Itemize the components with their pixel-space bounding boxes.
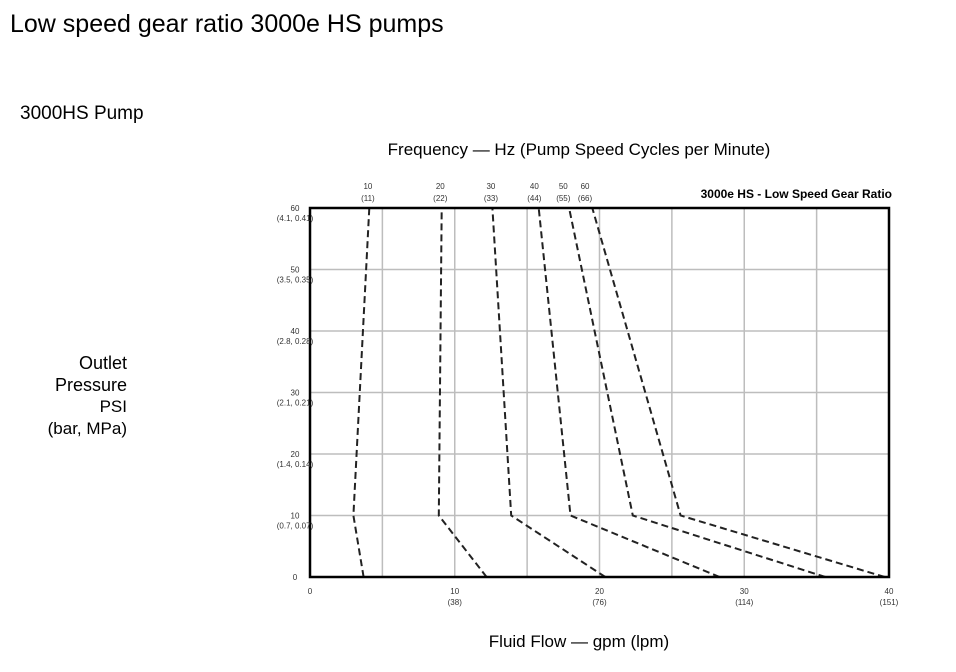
y-tick-label: 20 (291, 450, 300, 459)
y-tick-label: 30 (291, 389, 300, 398)
x-tick-label: 40 (885, 587, 894, 596)
frequency-label: 20 (436, 182, 445, 191)
y-tick-label: 40 (291, 327, 300, 336)
x-tick-sublabel: (76) (592, 598, 607, 607)
top-axis-title: Frequency — Hz (Pump Speed Cycles per Mi… (387, 140, 771, 159)
series-line (437, 207, 488, 578)
x-axis-title: Fluid Flow — gpm (lpm) (488, 632, 670, 651)
x-tick-sublabel: (38) (448, 598, 463, 607)
y-tick-label: 60 (291, 204, 300, 213)
frequency-label: 40 (530, 182, 539, 191)
frequency-cpm-label: (44) (527, 194, 542, 203)
y-axis-title-line-1: Outlet (78, 353, 127, 373)
series-lines (352, 207, 885, 578)
frequency-cpm-label: (55) (556, 194, 571, 203)
series-line (352, 207, 371, 578)
y-tick-label: 0 (293, 573, 298, 582)
y-tick-sublabel: (4.1, 0.41) (277, 214, 314, 223)
frequency-label: 30 (486, 182, 495, 191)
grid-lines (310, 208, 889, 577)
series-line (491, 207, 606, 578)
y-tick-sublabel: (3.5, 0.35) (277, 276, 314, 285)
y-tick-label: 10 (291, 512, 300, 521)
x-tick-label: 20 (595, 587, 604, 596)
plot-frame (308, 206, 891, 579)
slide-title: Low speed gear ratio 3000e HS pumps (10, 10, 444, 38)
series-line (537, 207, 720, 578)
tick-labels: 0 10(38)20(76)30(114)40(151)010(0.7, 0.07… (277, 182, 899, 607)
x-tick-sublabel: (114) (735, 598, 753, 607)
y-tick-sublabel: (0.7, 0.07) (277, 522, 314, 531)
y-tick-sublabel: (1.4, 0.14) (277, 460, 314, 469)
frequency-label: 10 (363, 182, 372, 191)
frequency-cpm-label: (11) (361, 194, 375, 203)
y-axis-title: Outlet Pressure PSI (bar, MPa) (0, 352, 127, 440)
x-tick-label: 0 (308, 587, 313, 596)
chart-title: 3000e HS - Low Speed Gear Ratio (701, 187, 892, 201)
x-tick-sublabel: (151) (880, 598, 899, 607)
series-line (568, 207, 826, 578)
series-line (591, 207, 885, 578)
frequency-cpm-label: (66) (578, 194, 593, 203)
frequency-cpm-label: (22) (433, 194, 448, 203)
pump-label: 3000HS Pump (20, 103, 144, 124)
y-tick-label: 50 (291, 266, 300, 275)
y-axis-title-line-3: PSI (99, 397, 127, 416)
y-tick-sublabel: (2.8, 0.28) (277, 337, 314, 346)
frequency-label: 50 (559, 182, 568, 191)
x-tick-label: 10 (450, 587, 459, 596)
frequency-cpm-label: (33) (484, 194, 499, 203)
y-axis-title-line-2: Pressure (54, 375, 127, 395)
y-tick-sublabel: (2.1, 0.21) (277, 399, 314, 408)
frequency-label: 60 (581, 182, 590, 191)
y-axis-title-line-4: (bar, MPa) (47, 419, 127, 438)
x-tick-label: 30 (740, 587, 749, 596)
